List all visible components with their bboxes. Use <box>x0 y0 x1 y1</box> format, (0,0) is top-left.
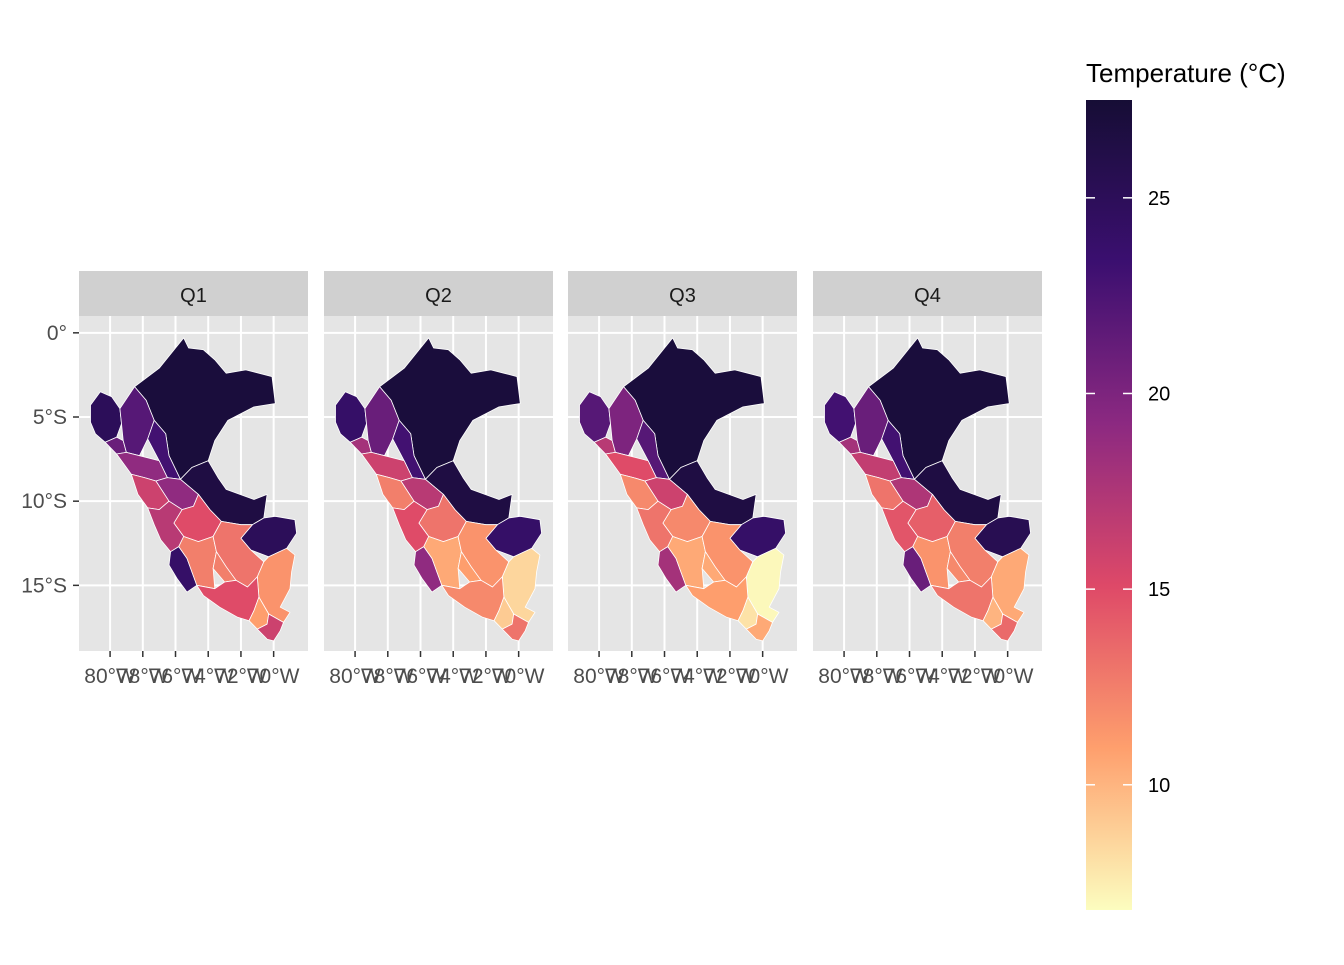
region-tumbes-piura <box>90 391 122 443</box>
x-tick-label: 80°W <box>818 665 870 688</box>
facet-strip-label: Q3 <box>669 285 696 307</box>
x-tick-label: 76°W <box>639 665 691 688</box>
region-tacna <box>745 613 773 642</box>
x-tick-label: 80°W <box>329 665 381 688</box>
facet-panels: Q1 Q2 Q3 Q4 <box>79 271 1042 651</box>
region-tacna <box>501 613 529 642</box>
x-tick-label: 76°W <box>884 665 936 688</box>
x-tick-label: 72°W <box>949 665 1001 688</box>
x-tick-label: 78°W <box>606 665 658 688</box>
y-axis: 0° 5°S 10°S 15°S <box>21 322 79 597</box>
region-tacna <box>990 613 1018 642</box>
x-tick-label: 74°W <box>916 665 968 688</box>
region-tumbes-piura <box>579 391 611 443</box>
x-tick-label: 76°W <box>395 665 447 688</box>
x-axis-q3: 80°W78°W76°W74°W72°W70°W <box>573 651 789 688</box>
facet-strip <box>813 271 1042 316</box>
legend-tick-label: 20 <box>1148 383 1170 405</box>
legend-ticks: 25 20 15 10 <box>1086 188 1170 797</box>
color-legend: Temperature (°C) 25 20 15 10 <box>1086 58 1286 910</box>
x-tick-label: 72°W <box>460 665 512 688</box>
x-tick-label: 70°W <box>248 665 300 688</box>
facet-strip <box>79 271 308 316</box>
region-tacna <box>256 613 284 642</box>
legend-colorbar <box>1086 100 1132 910</box>
y-tick-label: 10°S <box>21 490 67 513</box>
x-tick-label: 74°W <box>671 665 723 688</box>
x-tick-label: 78°W <box>117 665 169 688</box>
legend-tick-label: 10 <box>1148 775 1170 797</box>
x-tick-label: 70°W <box>737 665 789 688</box>
x-tick-label: 76°W <box>150 665 202 688</box>
y-tick-label: 15°S <box>21 574 67 597</box>
x-axis-q2: 80°W78°W76°W74°W72°W70°W <box>329 651 545 688</box>
region-polygons <box>335 337 542 642</box>
facet-strip-label: Q2 <box>425 285 452 307</box>
facet-panel-q1: Q1 <box>79 271 308 651</box>
x-tick-label: 74°W <box>182 665 234 688</box>
x-axes: 80°W78°W76°W74°W72°W70°W 80°W78°W76°W74°W… <box>84 651 1034 688</box>
x-tick-label: 80°W <box>573 665 625 688</box>
region-polygons <box>824 337 1031 642</box>
x-tick-label: 72°W <box>215 665 267 688</box>
facet-strip-label: Q4 <box>914 285 941 307</box>
legend-tick-label: 25 <box>1148 188 1170 210</box>
region-tumbes-piura <box>335 391 367 443</box>
region-tumbes-piura <box>824 391 856 443</box>
region-polygons <box>90 337 298 642</box>
y-tick-label: 5°S <box>33 406 67 429</box>
facet-panel-q3: Q3 <box>568 271 797 651</box>
x-tick-label: 74°W <box>427 665 479 688</box>
x-axis-q1: 80°W78°W76°W74°W72°W70°W <box>84 651 300 688</box>
facet-panel-q2: Q2 <box>324 271 553 651</box>
x-tick-label: 72°W <box>704 665 756 688</box>
x-axis-q4: 80°W78°W76°W74°W72°W70°W <box>818 651 1034 688</box>
x-tick-label: 70°W <box>493 665 545 688</box>
y-tick-label: 0° <box>47 322 67 345</box>
facet-strip <box>324 271 553 316</box>
legend-tick-label: 15 <box>1148 579 1170 601</box>
x-tick-label: 78°W <box>851 665 903 688</box>
x-tick-label: 70°W <box>982 665 1034 688</box>
x-tick-label: 78°W <box>362 665 414 688</box>
x-tick-label: 80°W <box>84 665 136 688</box>
facet-strip <box>568 271 797 316</box>
region-polygons <box>579 337 786 642</box>
facet-strip-label: Q1 <box>180 285 207 307</box>
facet-panel-q4: Q4 <box>813 271 1042 651</box>
legend-title: Temperature (°C) <box>1086 58 1286 88</box>
